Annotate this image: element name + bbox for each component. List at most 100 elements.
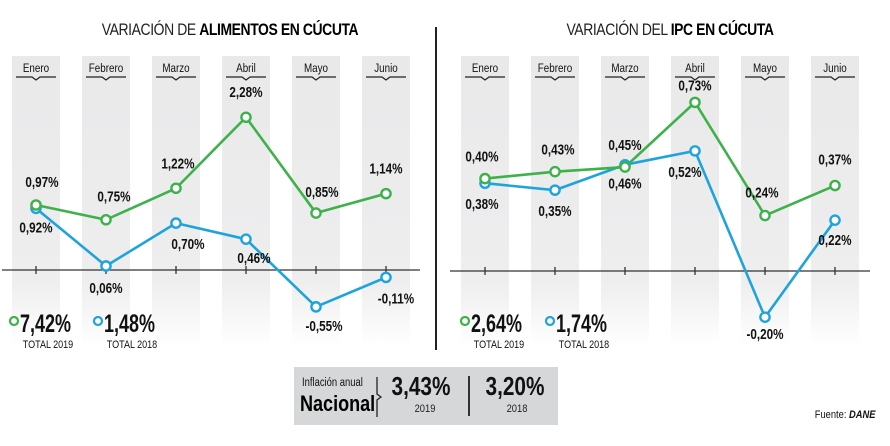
data-point-2019 xyxy=(549,165,561,178)
data-point-2019 xyxy=(619,161,631,173)
month-label: Junio xyxy=(374,62,398,75)
national-year-2019: 2019 xyxy=(414,403,436,415)
month-underline xyxy=(296,76,336,81)
data-point-2019 xyxy=(689,96,701,109)
data-label: 0,43% xyxy=(541,141,574,158)
data-label: 0,40% xyxy=(465,148,498,165)
data-point-2019 xyxy=(310,207,322,219)
brace-icon xyxy=(376,377,382,417)
national-year-2018: 2018 xyxy=(506,403,528,415)
data-label: 0,35% xyxy=(538,203,571,220)
data-point-2019 xyxy=(170,182,182,195)
month-column-bg xyxy=(741,56,789,346)
data-label: 0,52% xyxy=(668,163,701,180)
legend-item: 1,74%TOTAL 2018 xyxy=(544,309,610,351)
month-underline xyxy=(366,76,406,81)
data-point-2019 xyxy=(479,172,491,185)
data-point-2018 xyxy=(759,311,771,324)
data-label: 0,85% xyxy=(305,184,338,201)
title-bold: ALIMENTOS EN CÚCUTA xyxy=(199,20,359,39)
month-underline xyxy=(465,76,505,81)
month-label: Marzo xyxy=(162,62,189,75)
legend-marker-icon xyxy=(459,315,471,327)
legend-total-label: TOTAL 2018 xyxy=(107,339,158,351)
month-label: Junio xyxy=(823,62,847,75)
month-underline xyxy=(675,76,715,81)
data-point-2018 xyxy=(240,233,252,245)
month-column: Mayo xyxy=(741,56,789,346)
national-value-2019: 3,43% xyxy=(391,371,451,401)
legend-total-value: 1,74% xyxy=(556,309,607,338)
data-label: 0,46% xyxy=(237,250,270,267)
legend-marker-icon xyxy=(8,315,20,327)
data-label: 0,75% xyxy=(97,188,130,205)
data-label: 0,38% xyxy=(465,196,498,213)
month-label: Febrero xyxy=(89,62,123,75)
month-column: Abril xyxy=(222,56,270,346)
legend-total-label: TOTAL 2018 xyxy=(559,339,610,351)
data-point-2018 xyxy=(380,271,392,284)
series-line-2019 xyxy=(35,115,387,222)
month-column: Febrero xyxy=(531,56,579,346)
data-label: 0,22% xyxy=(818,232,851,249)
month-column: Marzo xyxy=(152,56,200,346)
data-label: 2,28% xyxy=(229,84,262,101)
national-label-small: Inflación anual xyxy=(302,377,363,389)
month-column: Junio xyxy=(362,56,410,346)
legend-total-label: TOTAL 2019 xyxy=(474,339,525,351)
data-label: 0,37% xyxy=(818,151,851,168)
data-label: -0,55% xyxy=(305,317,342,334)
month-underline xyxy=(745,76,785,81)
month-column-bg xyxy=(601,56,649,346)
legend-marker-icon xyxy=(92,315,104,327)
legend-item: 7,42%TOTAL 2019 xyxy=(8,309,74,351)
legend-total-label: TOTAL 2019 xyxy=(23,339,74,351)
legend-item: 1,48%TOTAL 2018 xyxy=(92,309,158,351)
data-point-2018 xyxy=(689,145,701,157)
national-separator xyxy=(468,376,470,416)
series-line-2019 xyxy=(484,101,836,217)
month-column-bg xyxy=(811,56,859,346)
series-line-2018 xyxy=(484,149,837,319)
data-point-2019 xyxy=(100,213,112,226)
national-label-big: Nacional xyxy=(300,391,376,416)
data-point-2019 xyxy=(829,179,841,192)
data-point-2018 xyxy=(310,301,322,313)
chart-title-ipc: VARIACIÓN DEL IPC EN CÚCUTA xyxy=(522,20,817,40)
month-column-bg xyxy=(222,56,270,346)
data-label: 0,06% xyxy=(89,280,122,297)
title-bold: IPC EN CÚCUTA xyxy=(670,20,774,39)
month-column-bg xyxy=(531,56,579,346)
legend-total-value: 7,42% xyxy=(20,309,71,338)
panel-divider xyxy=(435,27,437,350)
month-label: Mayo xyxy=(753,62,777,75)
chart-title-alimentos: VARIACIÓN DE ALIMENTOS EN CÚCUTA xyxy=(82,20,377,40)
source-prefix: Fuente: xyxy=(815,409,850,421)
month-label: Abril xyxy=(685,62,705,75)
data-point-2018 xyxy=(549,184,561,196)
data-label: 0,45% xyxy=(608,137,641,154)
month-column-bg xyxy=(362,56,410,346)
month-column-bg xyxy=(152,56,200,346)
month-label: Mayo xyxy=(304,62,328,75)
month-underline xyxy=(535,76,575,81)
data-point-2019 xyxy=(30,199,42,211)
national-value-2018: 3,20% xyxy=(485,371,545,401)
month-column: Marzo xyxy=(601,56,649,346)
month-label: Marzo xyxy=(611,62,638,75)
data-label: -0,11% xyxy=(378,290,414,307)
legend-item: 2,64%TOTAL 2019 xyxy=(459,309,525,351)
month-label: Febrero xyxy=(538,62,572,75)
data-label: 0,73% xyxy=(678,77,711,94)
data-point-2018 xyxy=(829,214,841,226)
month-label: Enero xyxy=(23,62,49,75)
alimentos-chart: Enero Febrero Marzo Abril Mayo Junio 0,97% 0,75… xyxy=(2,56,420,351)
national-inflation-box: Inflación anual Nacional 3,43% 2019 3,20… xyxy=(294,367,558,425)
data-label: -0,20% xyxy=(746,326,783,343)
month-column: Mayo xyxy=(292,56,340,346)
data-label: 1,22% xyxy=(161,155,194,172)
data-point-2019 xyxy=(759,209,771,222)
month-column: Junio xyxy=(811,56,859,346)
data-point-2019 xyxy=(380,187,392,200)
month-underline xyxy=(16,76,56,81)
